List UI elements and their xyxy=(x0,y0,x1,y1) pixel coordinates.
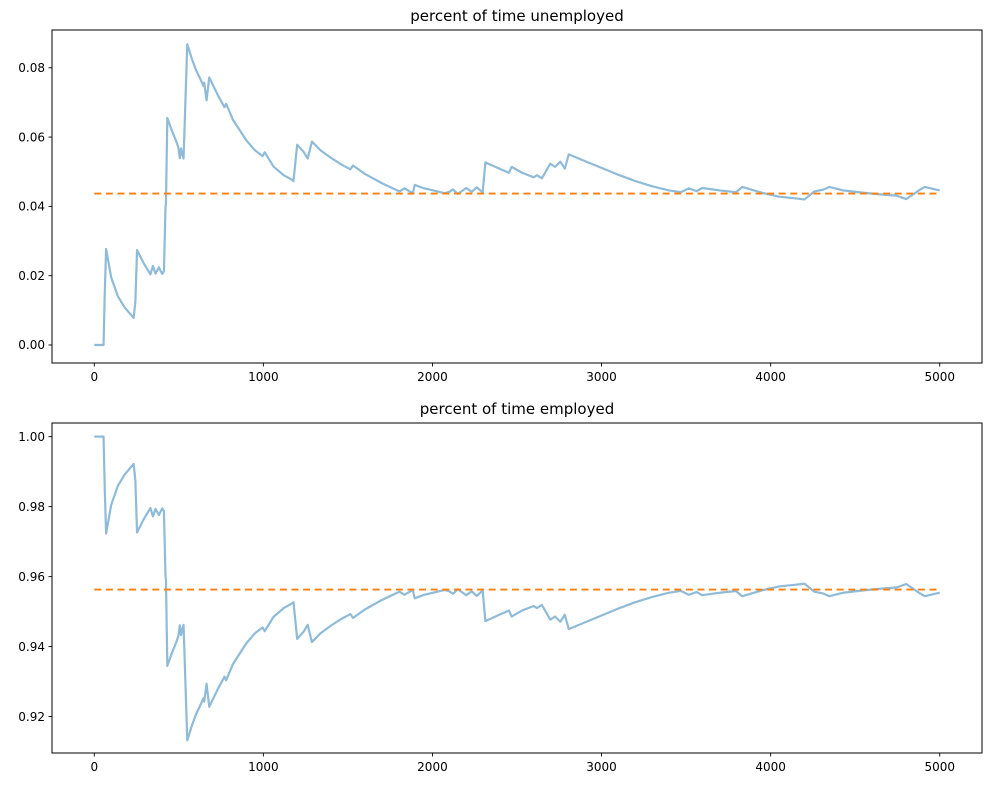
y-tick-label: 1.00 xyxy=(18,430,45,444)
y-tick-label: 0.06 xyxy=(18,130,45,144)
y-tick-label: 0.08 xyxy=(18,61,45,75)
x-tick-label: 1000 xyxy=(248,760,279,774)
x-tick-label: 5000 xyxy=(924,760,955,774)
employed-axes-layer: 0 1000 2000 3000 4000 5000 0.92 0.94 0.96 0.98 1.0… xyxy=(18,430,955,774)
y-tick-label: 0.98 xyxy=(18,500,45,514)
employed-chart-title: percent of time employed xyxy=(420,400,614,418)
x-tick-label: 4000 xyxy=(755,370,786,384)
series-line xyxy=(94,43,940,347)
y-tick-label: 0.04 xyxy=(18,200,45,214)
unemployed-plot-border xyxy=(51,29,983,364)
x-tick-label: 1000 xyxy=(248,370,279,384)
employed-plot-border xyxy=(51,422,983,754)
x-tick-label: 0 xyxy=(90,370,98,384)
y-tick-label: 0.92 xyxy=(18,710,45,724)
y-tick-label: 0.94 xyxy=(18,640,45,654)
series-line xyxy=(94,435,940,742)
unemployed-axes-layer: 0 1000 2000 3000 4000 5000 0.00 0.02 0.04 0.06 0.0… xyxy=(18,43,955,384)
x-tick-label: 4000 xyxy=(755,760,786,774)
x-tick-label: 2000 xyxy=(417,370,448,384)
x-tick-label: 2000 xyxy=(417,760,448,774)
y-tick-label: 0.00 xyxy=(18,338,45,352)
x-tick-label: 3000 xyxy=(586,370,617,384)
unemployed-chart-title: percent of time unemployed xyxy=(410,7,623,25)
y-tick-label: 0.02 xyxy=(18,269,45,283)
x-tick-label: 3000 xyxy=(586,760,617,774)
x-tick-label: 0 xyxy=(90,760,98,774)
x-tick-label: 5000 xyxy=(924,370,955,384)
y-tick-label: 0.96 xyxy=(18,570,45,584)
unemployed-chart: percent of time unemployed 0 1000 2000 3000… xyxy=(18,7,983,384)
employed-chart: percent of time employed 0 1000 2000 3000 40… xyxy=(18,400,983,774)
